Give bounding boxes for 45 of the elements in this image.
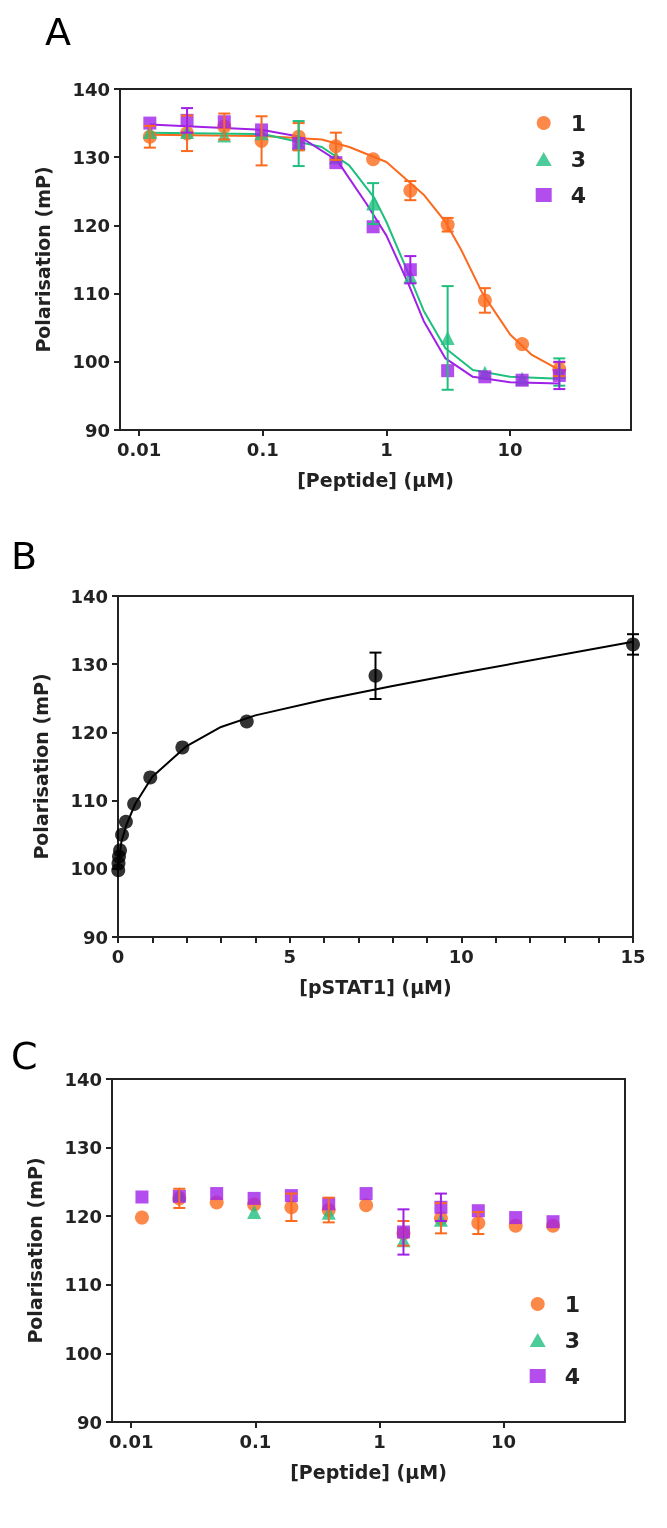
x-tick-label: 10 <box>491 1430 517 1452</box>
x-axis-title: [Peptide] (µM) <box>297 468 454 491</box>
y-tick-label: 140 <box>70 585 108 607</box>
chart-title: C <box>11 1034 38 1078</box>
x-tick-label: 10 <box>448 945 474 967</box>
y-tick-label: 120 <box>72 214 110 236</box>
x-tick-label: 0.01 <box>116 438 162 460</box>
legend-label: 1 <box>570 110 586 136</box>
y-tick-label: 130 <box>64 1137 102 1159</box>
y-axis-title: Polarisation (mP) <box>31 166 54 353</box>
y-tick-label: 140 <box>64 1068 102 1090</box>
y-axis-title: Polarisation (mP) <box>23 1157 46 1344</box>
y-tick-label: 130 <box>72 146 110 168</box>
x-tick-label: 0 <box>111 945 125 967</box>
x-tick-label: 10 <box>497 438 523 460</box>
y-tick-label: 90 <box>82 926 108 948</box>
chart-title: B <box>11 534 38 578</box>
legend-label: 4 <box>564 1363 580 1389</box>
chart-title: A <box>45 10 71 54</box>
x-tick-label: 1 <box>380 438 393 460</box>
x-tick-label: 5 <box>283 945 296 967</box>
legend-label: 3 <box>564 1327 580 1353</box>
y-tick-label: 110 <box>70 790 108 812</box>
y-tick-label: 100 <box>72 351 110 373</box>
x-tick-label: 15 <box>620 945 646 967</box>
x-tick-label: 0.01 <box>109 1430 154 1452</box>
y-tick-label: 120 <box>64 1205 102 1227</box>
y-tick-label: 100 <box>64 1342 102 1364</box>
y-tick-label: 110 <box>72 283 110 305</box>
y-tick-label: 120 <box>70 721 108 743</box>
legend-label: 1 <box>564 1291 580 1317</box>
y-axis-title: Polarisation (mP) <box>29 673 52 860</box>
legend-label: 4 <box>570 182 586 208</box>
x-tick-label: 1 <box>373 1430 386 1452</box>
x-axis-title: [pSTAT1] (µM) <box>299 975 452 998</box>
y-tick-label: 110 <box>64 1274 102 1296</box>
x-tick-label: 0.1 <box>246 438 279 460</box>
y-tick-label: 140 <box>72 78 110 100</box>
y-tick-label: 130 <box>70 653 108 675</box>
y-tick-label: 90 <box>84 419 110 441</box>
legend-label: 3 <box>570 146 586 172</box>
y-tick-label: 100 <box>70 858 108 880</box>
y-tick-label: 90 <box>76 1411 102 1433</box>
x-tick-label: 0.1 <box>239 1430 272 1452</box>
x-axis-title: [Peptide] (µM) <box>290 1460 447 1483</box>
